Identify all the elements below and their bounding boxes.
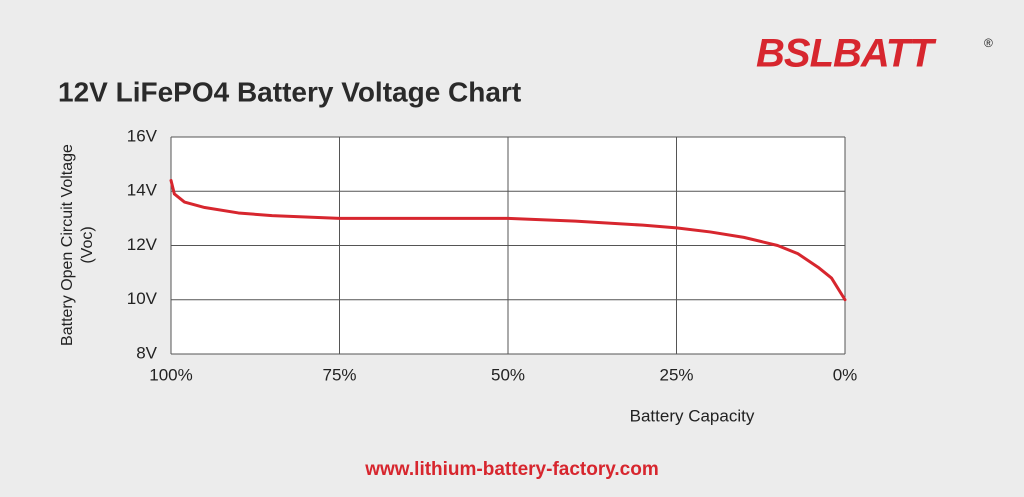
y-tick-label: 8V [136,343,157,362]
y-axis-label: (Voc) [79,226,96,263]
x-tick-label: 50% [491,365,525,384]
footer-url: www.lithium-battery-factory.com [364,459,658,480]
x-tick-label: 25% [659,365,693,384]
x-axis-label: Battery Capacity [630,406,755,425]
x-tick-label: 75% [322,365,356,384]
y-tick-label: 10V [127,289,158,308]
x-tick-label: 100% [149,365,192,384]
y-tick-label: 16V [127,126,158,145]
y-tick-label: 14V [127,181,158,200]
x-tick-label: 0% [833,365,858,384]
y-tick-label: 12V [127,235,158,254]
voltage-line [169,178,847,302]
logo: BSLBATT [756,32,937,76]
chart-title: 12V LiFePO4 Battery Voltage Chart [58,76,521,107]
logo-mark: ® [984,36,993,50]
y-axis-label: Battery Open Circuit Voltage [59,144,76,346]
